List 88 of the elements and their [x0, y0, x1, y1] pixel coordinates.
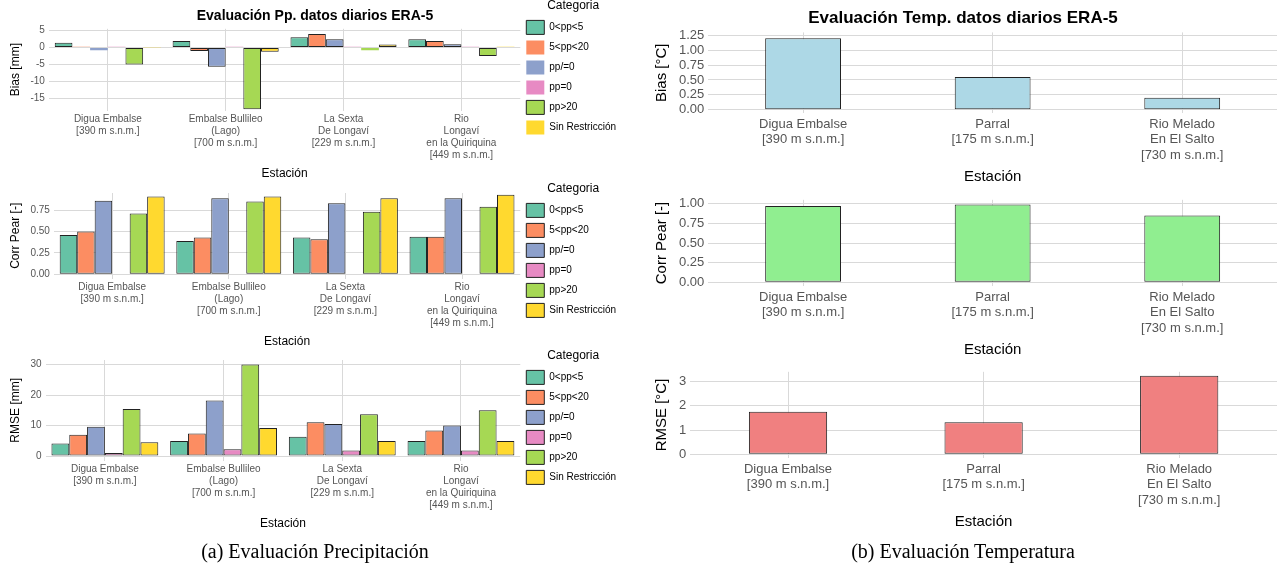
x-tick-label: La Sexta De Longaví [229 m s.n.m.]: [311, 113, 376, 149]
legend-label: pp>20: [549, 101, 578, 113]
y-tick-label: 3: [679, 373, 687, 389]
x-tick-label: Rio Longaví en la Quiriquina [449 m s.n.m.]: [426, 281, 498, 329]
x-tick-label: Digua Embalse [390 m s.n.m.]: [743, 460, 833, 492]
y-tick-label: 0.75: [30, 203, 51, 215]
x-tick-label: Digua Embalse [390 m s.n.m.]: [759, 115, 848, 147]
legend-label: Sin Restricción: [549, 304, 617, 316]
legend-label: pp/=0: [549, 411, 576, 423]
legend-label: 5<pp<20: [549, 41, 590, 53]
x-tick-label: Rio Melado En El Salto [730 m s.n.m.]: [1138, 460, 1221, 507]
y-tick-label: 1.00: [678, 195, 705, 211]
legend-label: pp=0: [549, 431, 573, 443]
y-axis-title: Bias [°C]: [652, 43, 670, 103]
y-tick-label: 0: [39, 41, 46, 53]
y-tick-label: 0.00: [678, 101, 705, 117]
legend-label: 5<pp<20: [549, 224, 590, 236]
x-tick-label: Rio Longaví en la Quiriquina [449 m s.n.m.]: [425, 463, 497, 511]
x-tick-label: Parral [175 m s.n.m.]: [942, 460, 1025, 492]
y-tick-label: 10: [30, 419, 42, 431]
legend-label: pp/=0: [549, 244, 576, 256]
legend-label: pp=0: [549, 264, 573, 276]
legend-label: pp/=0: [549, 61, 576, 73]
y-tick-label: 0.25: [678, 254, 705, 270]
x-axis-title: Estación: [264, 334, 311, 349]
x-tick-label: Parral [175 m s.n.m.]: [951, 115, 1034, 147]
x-tick-label: Embalse Bullileo (Lago) [700 m s.n.m.]: [186, 463, 261, 499]
y-tick-label: 0.00: [30, 268, 51, 280]
y-tick-label: 0.00: [678, 273, 705, 289]
y-tick-label: 30: [30, 358, 42, 370]
x-tick-label: Rio Melado En El Salto [730 m s.n.m.]: [1141, 288, 1224, 335]
x-tick-label: Digua Embalse [390 m s.n.m.]: [759, 288, 848, 320]
y-tick-label: -5: [35, 58, 46, 70]
y-axis-title: RMSE [°C]: [652, 378, 670, 452]
legend-title: Categoria: [547, 0, 600, 13]
x-axis-title: Estación: [261, 166, 308, 181]
bar: [90, 48, 108, 51]
chart-title: Evaluación Pp. datos diarios ERA-5: [196, 7, 434, 24]
x-tick-label: Digua Embalse [390 m s.n.m.]: [78, 281, 147, 305]
legend-label: pp>20: [549, 284, 578, 296]
y-tick-label: 20: [30, 388, 42, 400]
y-tick-label: -15: [30, 92, 46, 104]
x-tick-label: Rio Longaví en la Quiriquina [449 m s.n.m.]: [426, 113, 497, 161]
y-axis-title: RMSE [mm]: [7, 377, 22, 443]
y-tick-label: 0.50: [678, 234, 705, 250]
chart-title: Evaluación Temp. datos diarios ERA-5: [808, 7, 1118, 27]
x-tick-label: Digua Embalse [390 m s.n.m.]: [73, 113, 143, 137]
y-tick-label: 0.75: [678, 214, 705, 230]
y-axis-title: Corr Pear [-]: [7, 202, 22, 269]
legend-title: Categoria: [547, 181, 600, 196]
y-tick-label: 5: [39, 24, 46, 36]
y-tick-label: -10: [30, 75, 46, 87]
y-tick-label: 0.25: [678, 86, 705, 102]
legend-label: pp=0: [549, 81, 573, 93]
x-tick-label: Digua Embalse [390 m s.n.m.]: [70, 463, 140, 487]
x-tick-label: La Sexta De Longaví [229 m s.n.m.]: [310, 463, 375, 499]
x-tick-label: Embalse Bullileo (Lago) [700 m s.n.m.]: [188, 113, 264, 149]
x-tick-label: Rio Melado En El Salto [730 m s.n.m.]: [1141, 115, 1224, 162]
y-tick-label: 1.25: [678, 26, 705, 42]
legend-label: 5<pp<20: [549, 391, 590, 403]
y-axis-title: Bias [mm]: [7, 43, 22, 97]
y-axis-title: Corr Pear [-]: [652, 201, 670, 285]
text: (b) Evaluación Temperatura: [850, 540, 1076, 563]
x-axis-title: Estación: [259, 516, 306, 531]
legend-label: Sin Restricción: [549, 121, 617, 133]
text: (a) Evaluación Precipitación: [200, 540, 430, 563]
x-axis-title: Estación: [963, 167, 1022, 185]
legend-label: pp>20: [549, 451, 578, 463]
legend-title: Categoria: [547, 348, 600, 363]
y-tick-label: 0.50: [678, 71, 705, 87]
legend-label: Sin Restricción: [549, 471, 617, 483]
x-axis-title: Estación: [963, 340, 1022, 358]
x-axis-title: Estación: [954, 512, 1013, 530]
legend-label: 0<pp<5: [549, 371, 584, 383]
y-tick-label: 2: [679, 397, 687, 413]
y-tick-label: 0.75: [678, 56, 705, 72]
legend-label: 0<pp<5: [549, 204, 584, 216]
bar: [361, 48, 379, 51]
y-tick-label: 1.00: [678, 41, 705, 57]
y-tick-label: 0: [679, 445, 687, 461]
y-tick-label: 0.50: [30, 225, 51, 237]
x-tick-label: Parral [175 m s.n.m.]: [951, 288, 1034, 320]
y-tick-label: 0.25: [30, 246, 51, 258]
x-tick-label: La Sexta De Longaví [229 m s.n.m.]: [313, 281, 378, 317]
x-tick-label: Embalse Bullileo (Lago) [700 m s.n.m.]: [191, 281, 267, 317]
y-tick-label: 0: [35, 449, 42, 461]
legend-label: 0<pp<5: [549, 21, 584, 33]
y-tick-label: 1: [679, 421, 687, 437]
